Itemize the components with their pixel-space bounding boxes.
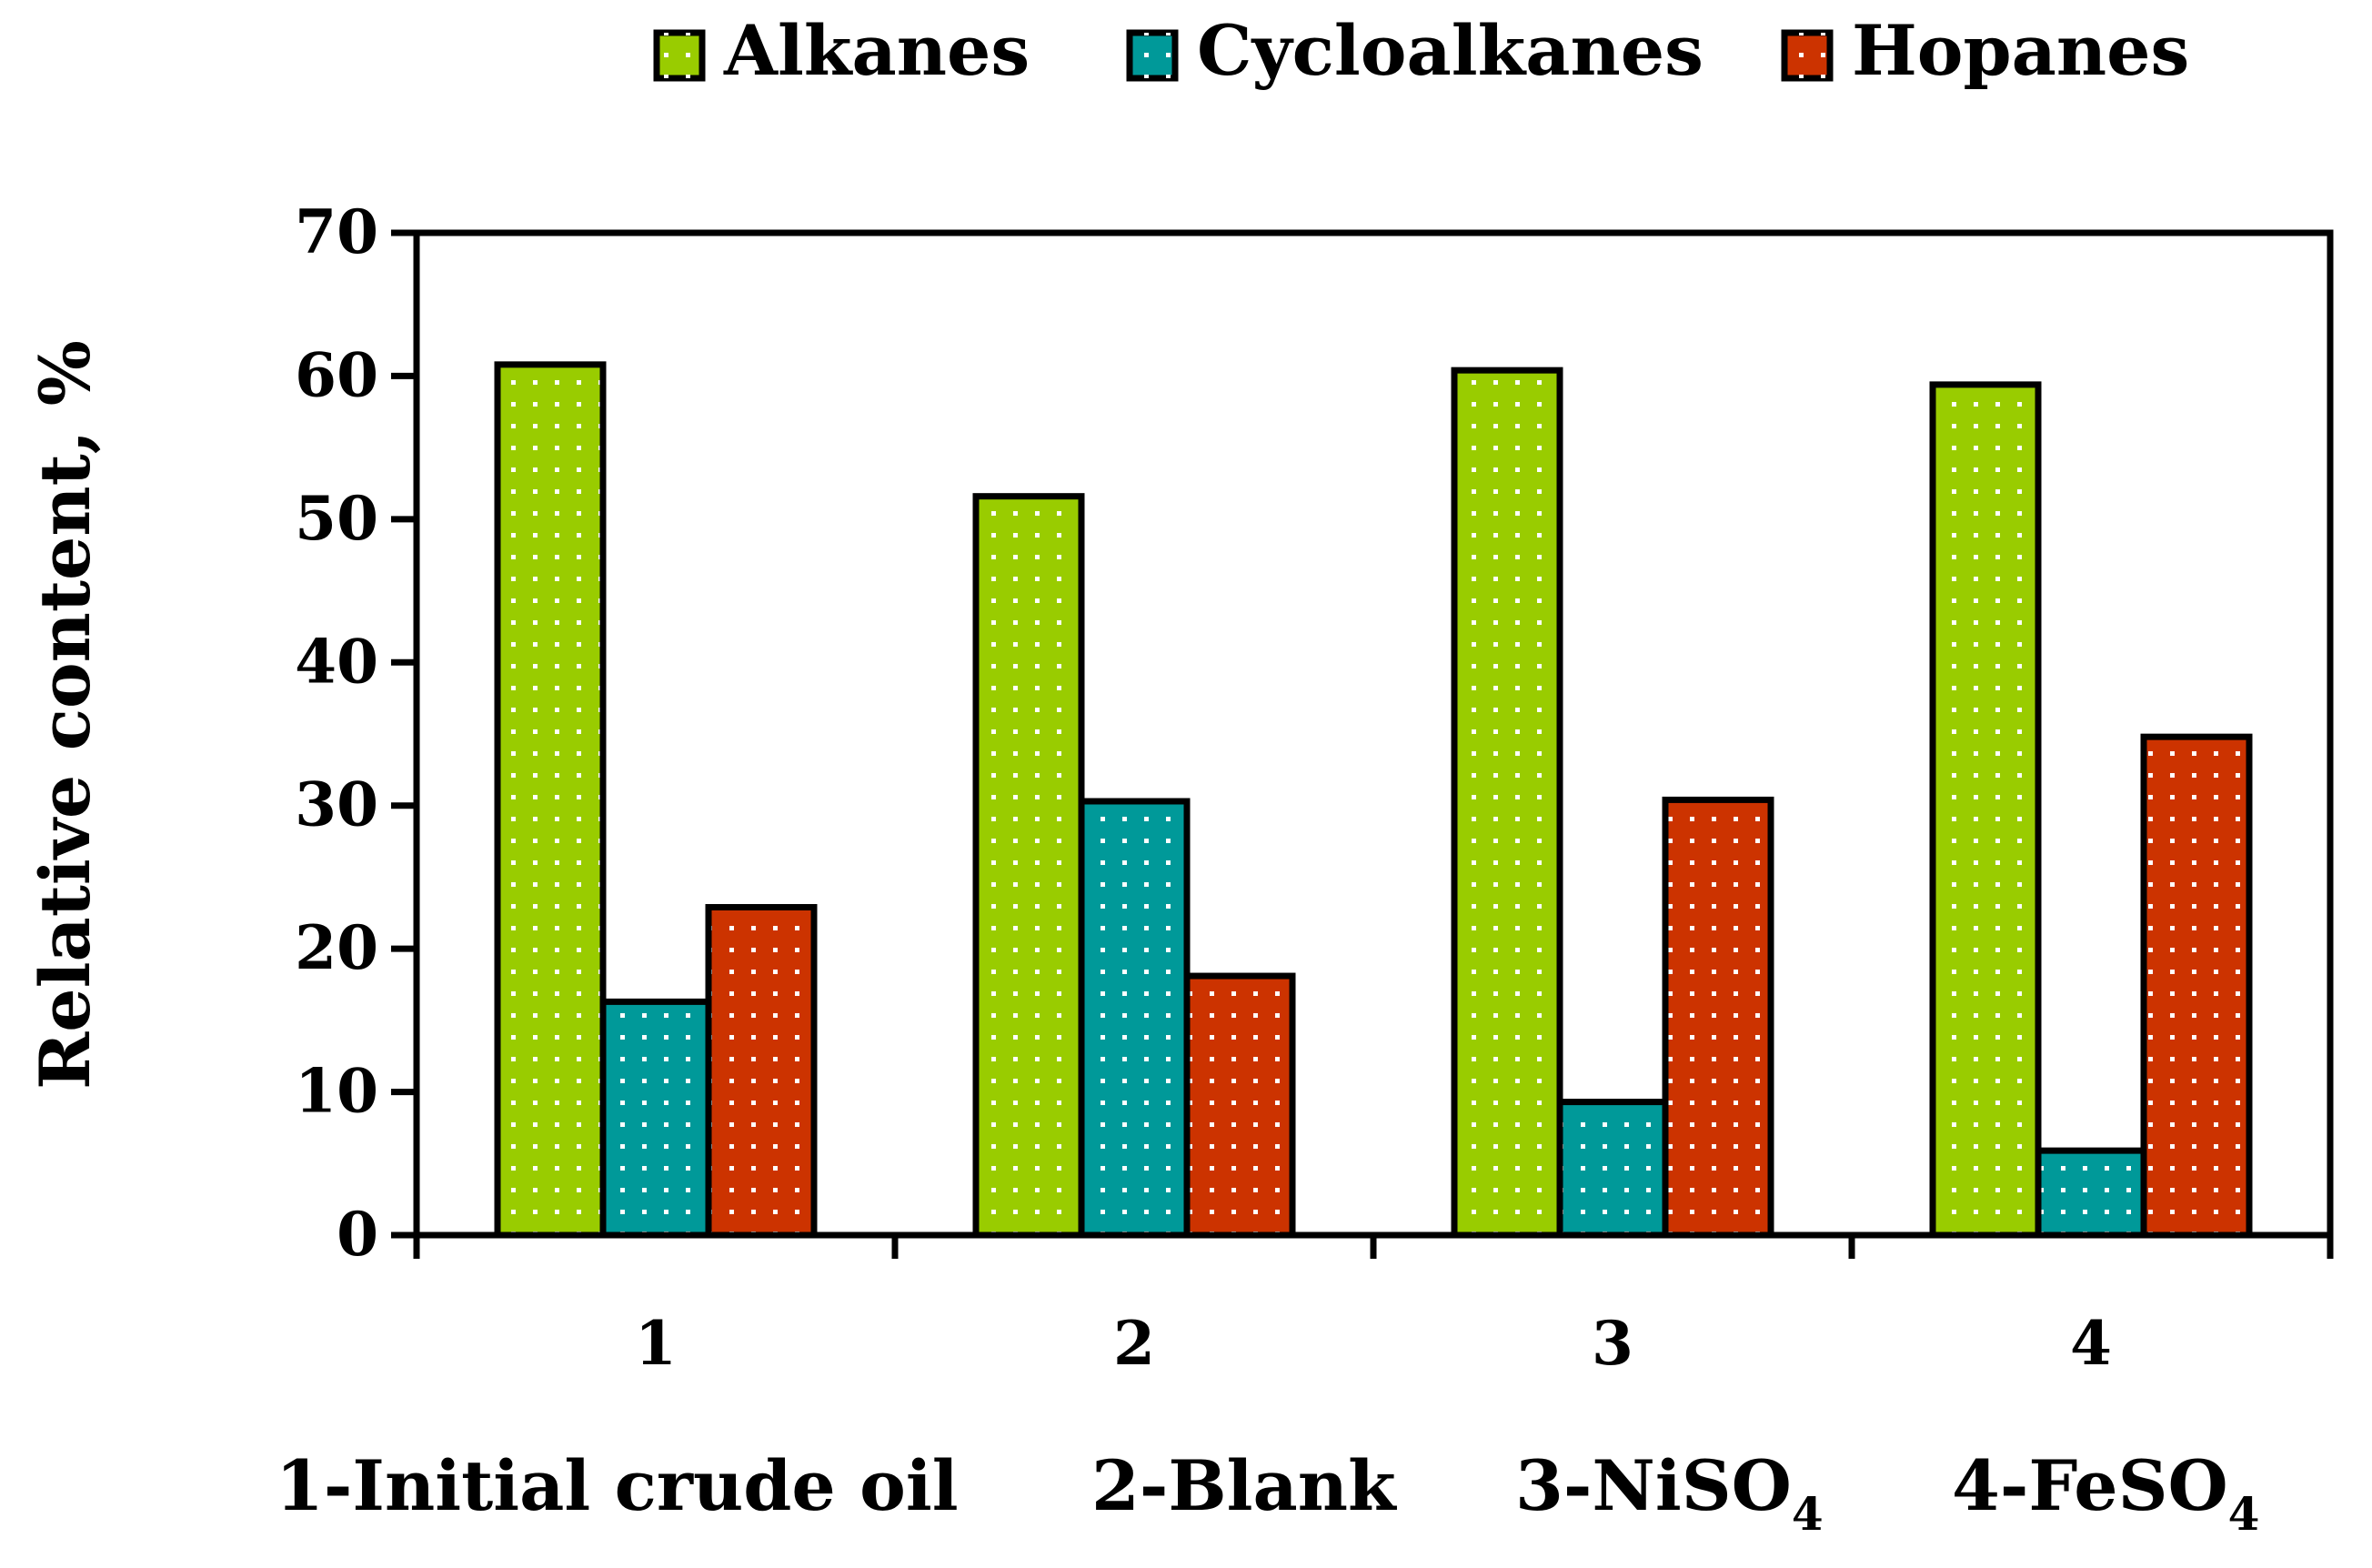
bar-cycloalkanes-1-outline: [599, 998, 712, 1239]
x-axis-ticks: [413, 1235, 2334, 1259]
legend-swatch-dots-hopanes: [1784, 33, 1830, 78]
category-label-2: 2: [1113, 1308, 1155, 1379]
bar-hopanes-4-outline: [2140, 733, 2253, 1239]
legend-label-cycloalkanes: Cycloalkanes: [1197, 10, 1704, 91]
y-tick-label: 30: [295, 769, 378, 840]
bar-hopanes-2-outline: [1183, 972, 1296, 1239]
bar-alkanes-3-outline: [1451, 367, 1563, 1239]
y-tick-label: 70: [295, 196, 378, 267]
bars: [494, 361, 2253, 1239]
bar-hopanes-1-outline: [705, 903, 818, 1239]
sample-note-2: 2-Blank: [1091, 1445, 1397, 1526]
sample-note-subscript: 4: [2228, 1487, 2260, 1541]
legend-label-alkanes: Alkanes: [723, 10, 1030, 91]
plot-frame: [413, 229, 2334, 1239]
y-tick-label: 20: [295, 912, 378, 983]
y-tick-label: 0: [337, 1199, 378, 1270]
legend-label-hopanes: Hopanes: [1852, 10, 2189, 91]
bar-alkanes-1-outline: [494, 361, 607, 1239]
sample-notes: 1-Initial crude oil 2-Blank 3-NiSO4 4-FeSO4: [276, 1445, 2259, 1541]
category-label-3: 3: [1592, 1308, 1633, 1379]
bar-cycloalkanes-4-outline: [2035, 1147, 2147, 1239]
y-tick-label: 40: [295, 626, 378, 697]
legend-item-cycloalkanes: Cycloalkanes: [1126, 10, 1704, 91]
y-axis-ticks: 0 10 20 30 40 50 60 70: [295, 196, 417, 1270]
sample-note-subscript: 4: [1792, 1487, 1824, 1541]
bar-hopanes-3-outline: [1662, 796, 1774, 1239]
legend: Alkanes Cycloalkanes Hopanes: [653, 10, 2189, 91]
y-tick-label: 10: [295, 1056, 378, 1127]
bar-cycloalkanes-2-outline: [1078, 798, 1191, 1239]
legend-swatch-dots-alkanes: [657, 33, 702, 78]
y-axis-label: Relative content, %: [25, 340, 106, 1090]
sample-note-1: 1-Initial crude oil: [276, 1445, 959, 1526]
y-tick-label: 50: [295, 483, 378, 554]
legend-swatch-dots-cycloalkanes: [1130, 33, 1175, 78]
sample-note-3: 3-NiSO4: [1515, 1445, 1824, 1541]
legend-item-alkanes: Alkanes: [653, 10, 1030, 91]
legend-item-hopanes: Hopanes: [1781, 10, 2189, 91]
bar-alkanes-2-outline: [972, 493, 1085, 1239]
category-label-4: 4: [2070, 1308, 2112, 1379]
bar-alkanes-4-outline: [1929, 381, 2042, 1239]
category-label-1: 1: [635, 1308, 677, 1379]
category-labels: 1 2 3 4: [635, 1308, 2112, 1379]
y-tick-label: 60: [295, 339, 378, 410]
bar-cycloalkanes-3-outline: [1556, 1099, 1669, 1239]
sample-note-4: 4-FeSO4: [1952, 1445, 2259, 1541]
